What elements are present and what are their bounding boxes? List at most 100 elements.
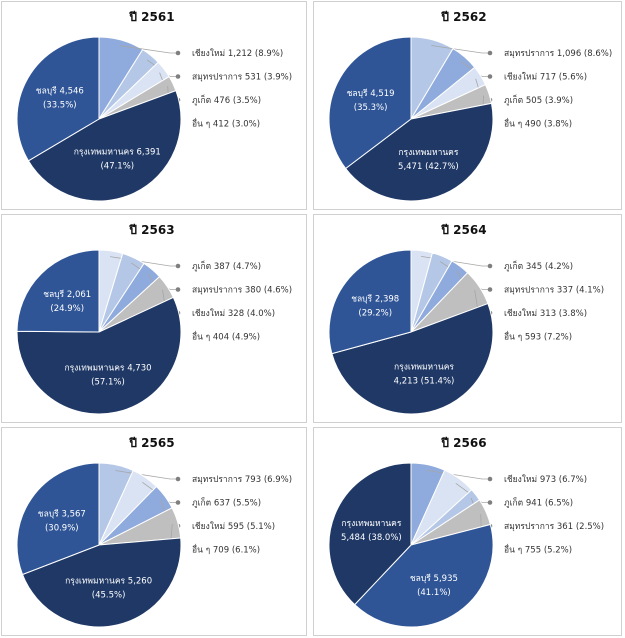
pie-slice-chonburi bbox=[353, 523, 494, 628]
leader-dot bbox=[487, 500, 493, 505]
label-value-text: 595 bbox=[228, 522, 244, 532]
label-pct: 5.6% bbox=[562, 73, 584, 83]
label-pct: 29.2% bbox=[362, 309, 389, 319]
pie-slice-bangkok bbox=[331, 302, 494, 415]
slice-label-chonburi: ชลบุรี 2,061 (24.9%) bbox=[43, 289, 91, 314]
label-name: กรุงเทพมหานคร bbox=[341, 519, 401, 529]
slice-label-chonburi: ชลบุรี 4,519 (35.3%) bbox=[347, 88, 395, 113]
label-name: ชลบุรี bbox=[351, 294, 372, 305]
pie-chart-panel-1: ปี 2561 เชียงใหม่ 1,212 (8.9%) สมุทรปราการ… bbox=[1, 1, 307, 210]
label-value-text: 793 bbox=[245, 475, 261, 485]
label-name: กรุงเทพมหานคร bbox=[74, 148, 134, 158]
label-value-text: 380 bbox=[245, 286, 261, 296]
label-pct: 4.0% bbox=[250, 309, 272, 319]
slice-label-phuket: ภูเก็ต 637 (5.5%) bbox=[192, 497, 261, 509]
chart-title: ปี 2562 bbox=[441, 10, 487, 24]
label-name: เชียงใหม่ bbox=[504, 72, 537, 83]
label-value-text: 531 bbox=[245, 73, 261, 83]
label-pct: 30.9% bbox=[48, 524, 75, 534]
pie-chart-2565: ปี 2565 สมุทรปราการ 793 (6.9%) ภูเก็ต 637 … bbox=[16, 436, 292, 628]
pie-slice-chonburi bbox=[328, 36, 412, 170]
slice-label-chiangmai: เชียงใหม่ 1,212 (8.9%) bbox=[192, 48, 283, 59]
label-name: ภูเก็ต bbox=[504, 497, 523, 509]
leader-line bbox=[455, 482, 490, 503]
label-value-text: 5,260 bbox=[128, 577, 152, 587]
label-pct: 41.1% bbox=[420, 588, 447, 598]
leader-dot bbox=[175, 50, 181, 56]
slice-label-phuket: ภูเก็ต 387 (4.7%) bbox=[192, 260, 261, 272]
slice-label-chiangmai: เชียงใหม่ 595 (5.1%) bbox=[192, 521, 275, 532]
label-pct: 3.8% bbox=[547, 120, 569, 130]
label-pct: 4.2% bbox=[548, 262, 570, 272]
label-value-text: 593 bbox=[525, 333, 541, 343]
slice-label-chiangmai: เชียงใหม่ 328 (4.0%) bbox=[192, 308, 275, 319]
label-value-text: 1,096 bbox=[557, 49, 581, 59]
label-name: ภูเก็ต bbox=[192, 260, 211, 272]
label-pct: 6.1% bbox=[235, 546, 257, 556]
label-name: อื่น ๆ bbox=[504, 544, 522, 556]
pie-chart-panel-4: ปี 2564 ภูเก็ต 345 (4.2%) สมุทรปราการ 337 … bbox=[313, 214, 622, 423]
label-name: เชียงใหม่ bbox=[192, 521, 225, 532]
slice-label-others: อื่น ๆ 404 (4.9%) bbox=[192, 331, 260, 343]
slice-label-chonburi: ชลบุรี 4,546 (33.5%) bbox=[36, 86, 84, 111]
label-name: กรุงเทพมหานคร bbox=[394, 363, 454, 373]
label-value-text: 4,213 bbox=[394, 377, 418, 387]
label-value-text: 476 bbox=[214, 96, 230, 106]
label-value-text: 941 bbox=[526, 499, 542, 509]
label-value-text: 637 bbox=[214, 499, 230, 509]
slice-label-bangkok: กรุงเทพมหานคร 5,484 (38.0%) bbox=[341, 519, 402, 543]
label-pct: 42.7% bbox=[428, 162, 455, 172]
slice-label-bangkok: กรุงเทพมหานคร 4,730 (57.1%) bbox=[64, 364, 151, 388]
leader-dot bbox=[487, 287, 493, 292]
label-value-text: 973 bbox=[540, 475, 556, 485]
slice-label-samutprakan: สมุทรปราการ 380 (4.6%) bbox=[192, 286, 292, 296]
label-pct: 5.5% bbox=[236, 499, 258, 509]
pie-chart-2563: ปี 2563 ภูเก็ต 387 (4.7%) สมุทรปราการ 380 … bbox=[16, 223, 292, 415]
label-name: เชียงใหม่ bbox=[192, 308, 225, 319]
label-name: สมุทรปราการ bbox=[192, 475, 243, 485]
label-name: เชียงใหม่ bbox=[504, 474, 537, 485]
label-name: ภูเก็ต bbox=[192, 94, 211, 106]
label-value-text: 755 bbox=[525, 546, 541, 556]
label-name: อื่น ๆ bbox=[504, 118, 522, 130]
label-name: ชลบุรี bbox=[36, 86, 57, 97]
leader-line bbox=[120, 45, 178, 54]
label-value-text: 717 bbox=[540, 73, 556, 83]
slice-label-bangkok: กรุงเทพมหานคร 5,471 (42.7%) bbox=[398, 148, 459, 172]
leader-dot bbox=[175, 74, 181, 79]
label-pct: 51.4% bbox=[424, 377, 451, 387]
pie-slice-bangkok bbox=[16, 296, 182, 415]
label-name: ภูเก็ต bbox=[504, 260, 523, 272]
pie-chart-2561: ปี 2561 เชียงใหม่ 1,212 (8.9%) สมุทรปราการ… bbox=[16, 10, 292, 202]
label-pct: 45.5% bbox=[95, 591, 122, 601]
label-value-text: 5,484 bbox=[341, 533, 365, 543]
slice-label-samutprakan: สมุทรปราการ 361 (2.5%) bbox=[504, 522, 604, 532]
label-pct: 35.3% bbox=[357, 103, 384, 113]
pie-chart-2562: ปี 2562 สมุทรปราการ 1,096 (8.6%) เชียงใหม่… bbox=[328, 10, 612, 202]
slice-label-others: อื่น ๆ 709 (6.1%) bbox=[192, 544, 260, 556]
label-pct: 33.5% bbox=[46, 101, 73, 111]
label-pct: 57.1% bbox=[94, 378, 121, 388]
pie-chart-panel-5: ปี 2565 สมุทรปราการ 793 (6.9%) ภูเก็ต 637 … bbox=[1, 427, 307, 636]
leader-line bbox=[142, 481, 178, 503]
label-pct: 4.7% bbox=[236, 262, 258, 272]
slice-label-bangkok: กรุงเทพมหานคร 6,391 (47.1%) bbox=[74, 148, 161, 172]
pie-slice-bangkok bbox=[328, 462, 412, 606]
pie-chart-panel-6: ปี 2566 เชียงใหม่ 973 (6.7%) ภูเก็ต 941 (6… bbox=[313, 427, 622, 636]
label-pct: 6.5% bbox=[548, 499, 570, 509]
label-pct: 3.0% bbox=[235, 120, 257, 130]
slice-label-others: อื่น ๆ 755 (5.2%) bbox=[504, 544, 572, 556]
label-name: อื่น ๆ bbox=[192, 331, 210, 343]
chart-title: ปี 2563 bbox=[129, 223, 175, 237]
label-name: ชลบุรี bbox=[410, 573, 431, 584]
label-name: สมุทรปราการ bbox=[192, 73, 243, 83]
pie-slice-chonburi bbox=[16, 36, 100, 162]
leader-dot bbox=[175, 287, 181, 292]
label-value-text: 709 bbox=[213, 546, 229, 556]
label-pct: 2.5% bbox=[579, 522, 601, 532]
label-name: ชลบุรี bbox=[43, 289, 64, 300]
label-pct: 7.2% bbox=[547, 333, 569, 343]
pie-slice-chonburi bbox=[16, 462, 100, 576]
label-value-text: 4,546 bbox=[59, 87, 83, 97]
label-value-text: 1,212 bbox=[228, 49, 252, 59]
